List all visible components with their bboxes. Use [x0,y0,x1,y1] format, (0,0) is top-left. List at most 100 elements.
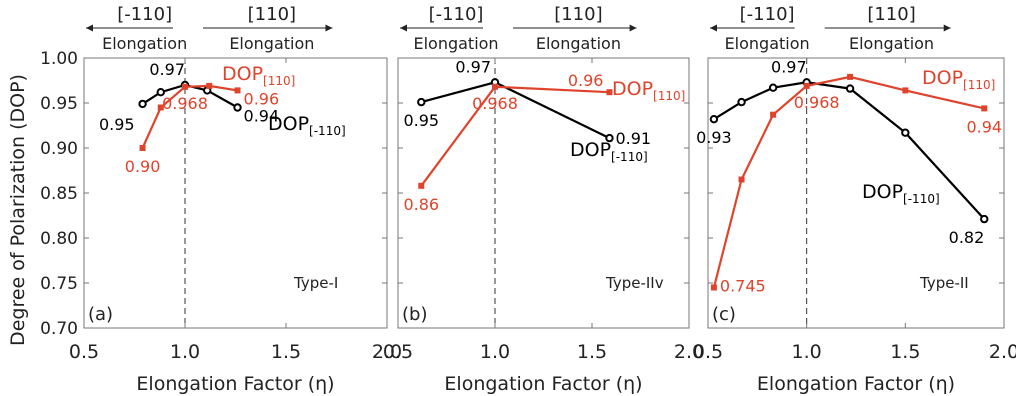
x-axis-title: Elongation Factor (η) [757,373,955,395]
data-annotation: 0.97 [455,57,491,76]
y-tick-label: 1.00 [40,49,78,69]
x-tick-label: 2.0 [674,341,704,363]
x-tick-label: 1.5 [890,341,920,363]
chart-panel: 0.5 1.0 1.5 2.0 0.70 0.75 0.80 0.85 0.90 0.95 1.00… [40,4,402,395]
top-right-elongation-label: Elongation [849,34,934,53]
type-label: Type-I [293,274,338,292]
data-point-circle [233,103,242,112]
data-point-square [234,87,241,94]
y-axis-title: Degree of Polarization (DOP) [7,74,29,346]
top-left-direction-label: [-110] [429,4,484,25]
x-axis-title: Elongation Factor (η) [444,373,642,395]
data-point-square [770,111,777,118]
data-point-square [606,89,613,96]
top-right-direction-label: [110] [867,4,915,25]
series-label: DOP[-110] [570,139,648,164]
data-annotation: 0.96 [568,71,604,90]
y-tick-label: 0.95 [40,94,78,114]
x-tick-label: 0.5 [693,341,723,363]
x-tick-label: 0.5 [383,341,413,363]
top-right-direction-label: [110] [554,4,602,25]
y-tick-label: 0.70 [40,319,78,339]
data-annotation: 0.95 [99,115,135,134]
plot-frame [397,57,690,329]
data-annotation: 0.94 [966,117,1002,136]
series-label: DOP[110] [222,63,295,88]
data-point-square [206,82,213,89]
panel-tag: (a) [88,304,113,325]
data-point-circle [768,83,778,92]
data-annotation: 0.90 [125,157,161,176]
data-annotation: 0.94 [244,107,280,126]
data-point-circle [980,214,989,224]
right-arrow-head [943,24,951,32]
x-axis-title: Elongation Factor (η) [136,373,334,395]
data-point-square [803,82,810,89]
data-point-circle [709,115,719,124]
data-point-circle [156,88,165,97]
right-arrow-head [629,24,637,32]
data-point-square [738,176,745,183]
data-annotation: 0.96 [244,89,280,108]
x-tick-label: 1.5 [577,341,607,363]
data-annotation: 0.968 [162,94,208,113]
x-tick-label: 1.0 [170,341,200,363]
x-tick-label: 1.0 [792,341,822,363]
type-label: Type-II [919,274,969,292]
data-annotation: 0.97 [149,60,185,79]
data-annotation: 0.95 [403,111,439,130]
chart-panel: 0.5 1.0 1.5 2.0 Elongation Factor (η) [-110] E… [383,4,704,395]
data-point-square [847,73,854,80]
data-point-circle [138,99,147,109]
x-tick-label: 1.5 [271,341,301,363]
left-arrow-head [710,24,717,32]
data-point-circle [605,133,614,143]
plot-frame [83,57,388,329]
data-annotation: 0.97 [771,57,807,76]
data-point-square [418,182,425,189]
data-annotation: 0.86 [403,195,439,214]
data-point-circle [737,97,746,107]
top-left-elongation-label: Elongation [725,34,810,53]
data-point-square [902,87,909,94]
data-point-circle [901,128,910,137]
right-arrow-head [325,24,333,32]
panel-tag: (c) [712,304,736,325]
y-tick-label: 0.85 [40,184,78,204]
y-tick-label: 0.80 [40,229,78,249]
top-right-elongation-label: Elongation [536,34,621,53]
left-arrow-head [400,24,407,32]
data-annotation: 0.968 [794,93,840,112]
data-point-square [157,104,164,111]
top-left-elongation-label: Elongation [102,34,187,53]
data-annotation: 0.93 [696,128,732,147]
top-left-direction-label: [-110] [740,4,795,25]
data-point-square [139,145,146,151]
series-label: DOP[110] [612,78,685,103]
x-tick-label: 2.0 [989,341,1016,363]
data-annotation: 0.745 [720,277,766,296]
data-point-circle [845,84,855,93]
data-point-circle [417,97,426,107]
chart-panel: 0.5 1.0 1.5 2.0 Elongation Factor (η) [-110] E… [693,4,1016,395]
top-right-direction-label: [110] [248,4,296,25]
plot-frame [707,57,1005,329]
series-label: DOP[-110] [862,181,940,206]
data-annotation: 0.91 [615,129,651,148]
panel-tag: (b) [402,304,427,325]
data-point-square [492,83,498,90]
x-tick-label: 1.0 [480,341,510,363]
top-left-elongation-label: Elongation [413,34,498,53]
left-arrow-head [86,24,93,32]
top-right-elongation-label: Elongation [229,34,314,53]
series-label: DOP[-110] [268,113,346,138]
data-annotation: 0.82 [949,228,985,247]
data-annotation: 0.968 [472,94,518,113]
x-tick-label: 2.0 [372,341,402,363]
data-point-square [182,83,188,90]
type-label: Type-IIv [605,274,664,292]
data-point-square [710,284,717,291]
series-label: DOP[110] [922,67,995,92]
data-point-square [981,105,988,112]
